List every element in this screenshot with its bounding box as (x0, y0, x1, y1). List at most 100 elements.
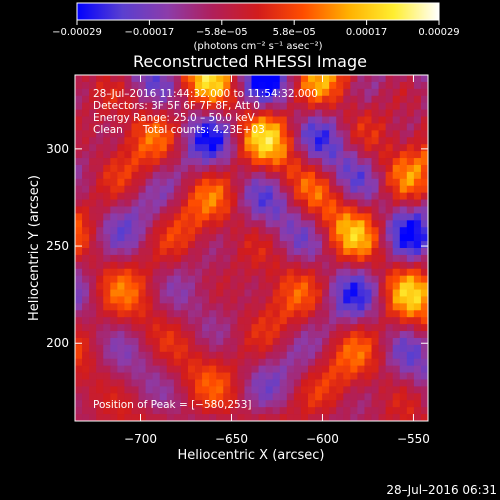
heatmap-cell (336, 227, 344, 235)
heatmap-cell (244, 144, 252, 152)
heatmap-cell (103, 372, 111, 380)
heatmap-cell (251, 192, 259, 200)
heatmap-cell (173, 241, 182, 249)
heatmap-cell (152, 206, 161, 214)
heatmap-cell (173, 372, 182, 380)
heatmap-cell (166, 337, 175, 346)
heatmap-cell (293, 151, 302, 159)
heatmap-cell (216, 393, 224, 401)
heatmap-cell (343, 275, 351, 283)
heatmap-cell (378, 393, 387, 401)
heatmap-cell (82, 116, 90, 124)
heatmap-cell (230, 331, 238, 339)
heatmap-cell (202, 88, 210, 97)
heatmap-cell (166, 206, 175, 214)
heatmap-cell (180, 171, 189, 180)
heatmap-cell (124, 296, 132, 304)
heatmap-cell (237, 372, 245, 380)
heatmap-cell (159, 137, 168, 145)
heatmap-cell (315, 310, 323, 318)
heatmap-cell (399, 400, 408, 408)
heatmap-cell (322, 393, 330, 401)
heatmap-cell (152, 234, 161, 242)
plot-title: Reconstructed RHESSI Image (133, 52, 367, 71)
heatmap-cell (124, 213, 132, 221)
heatmap-cell (420, 337, 428, 346)
heatmap-cell (187, 365, 196, 373)
heatmap-cell (300, 365, 309, 373)
heatmap-cell (315, 268, 323, 277)
heatmap-cell (138, 199, 146, 207)
heatmap-cell (187, 88, 196, 97)
heatmap-cell (385, 358, 394, 367)
heatmap-cell (124, 171, 132, 180)
heatmap-cell (202, 351, 210, 360)
heatmap-cell (329, 227, 337, 235)
heatmap-cell (399, 296, 408, 304)
heatmap-cell (138, 337, 146, 346)
heatmap-cell (286, 213, 295, 221)
heatmap-cell (187, 130, 196, 138)
heatmap-cell (82, 289, 90, 297)
heatmap-cell (209, 109, 217, 117)
heatmap-cell (307, 192, 316, 200)
heatmap-cell (307, 337, 316, 346)
heatmap-cell (350, 331, 358, 339)
heatmap-cell (117, 144, 125, 152)
heatmap-cell (173, 151, 182, 159)
heatmap-cell (413, 317, 422, 325)
heatmap-cell (223, 185, 231, 194)
heatmap-cell (187, 303, 196, 311)
heatmap-cell (138, 88, 146, 97)
heatmap-cell (357, 81, 365, 90)
heatmap-cell (75, 81, 83, 90)
heatmap-cell (117, 116, 125, 124)
heatmap-cell (96, 310, 104, 318)
heatmap-cell (166, 192, 175, 200)
heatmap-cell (258, 310, 267, 318)
heatmap-cell (145, 386, 154, 394)
heatmap-cell (413, 81, 422, 90)
heatmap-cell (258, 144, 267, 152)
heatmap-cell (315, 379, 323, 387)
heatmap-cell (237, 393, 245, 401)
heatmap-cell (307, 372, 316, 380)
heatmap-cell (180, 372, 189, 380)
heatmap-cell (75, 151, 83, 159)
heatmap-cell (103, 164, 111, 173)
heatmap-cell (378, 344, 387, 353)
heatmap-cell (110, 144, 118, 152)
heatmap-cell (279, 185, 288, 194)
heatmap-cell (202, 130, 210, 138)
heatmap-cell (117, 317, 125, 325)
heatmap-cell (110, 351, 118, 360)
heatmap-cell (307, 344, 316, 353)
heatmap-cell (392, 75, 401, 83)
heatmap-image (75, 75, 428, 421)
heatmap-cell (300, 358, 309, 367)
heatmap-cell (117, 192, 125, 200)
heatmap-cell (258, 414, 267, 421)
heatmap-cell (223, 81, 231, 90)
heatmap-cell (159, 386, 168, 394)
heatmap-cell (315, 261, 323, 270)
heatmap-cell (406, 310, 415, 318)
heatmap-cell (307, 109, 316, 117)
heatmap-cell (307, 144, 316, 152)
heatmap-cell (293, 379, 302, 387)
heatmap-cell (258, 282, 267, 290)
heatmap-cell (265, 95, 274, 104)
heatmap-cell (103, 282, 111, 290)
heatmap-cell (315, 102, 323, 110)
heatmap-cell (138, 344, 146, 353)
heatmap-cell (216, 213, 224, 221)
heatmap-cell (180, 289, 189, 297)
heatmap-cell (251, 317, 259, 325)
heatmap-cell (293, 275, 302, 283)
heatmap-cell (96, 248, 104, 256)
heatmap-cell (357, 324, 365, 332)
heatmap-cell (195, 102, 203, 110)
heatmap-cell (180, 206, 189, 214)
heatmap-cell (230, 178, 238, 187)
heatmap-cell (152, 407, 161, 415)
